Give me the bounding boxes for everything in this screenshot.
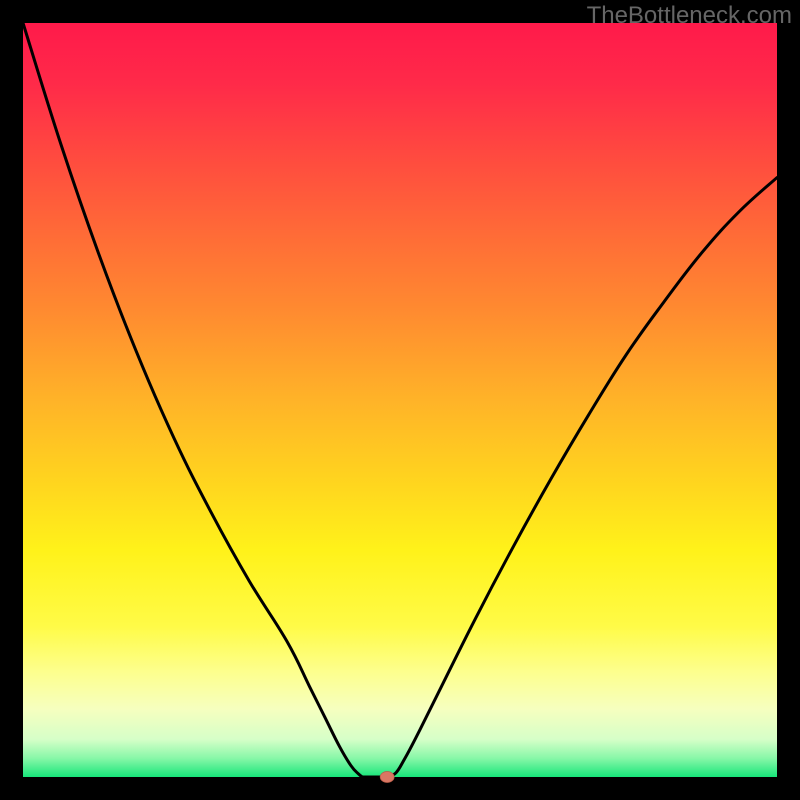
bottleneck-curve	[23, 23, 777, 777]
optimum-marker	[380, 772, 394, 783]
plot-area	[23, 23, 777, 777]
curve-layer	[23, 23, 777, 777]
watermark-text: TheBottleneck.com	[587, 2, 792, 30]
